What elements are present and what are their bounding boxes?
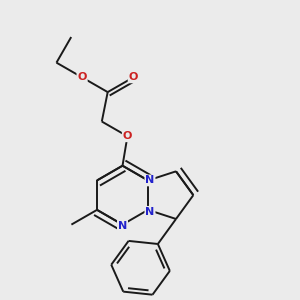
Text: N: N — [118, 220, 127, 231]
Text: O: O — [129, 72, 138, 82]
Text: O: O — [123, 131, 132, 141]
Text: N: N — [146, 207, 154, 217]
Text: O: O — [77, 72, 87, 82]
Text: N: N — [146, 176, 154, 185]
